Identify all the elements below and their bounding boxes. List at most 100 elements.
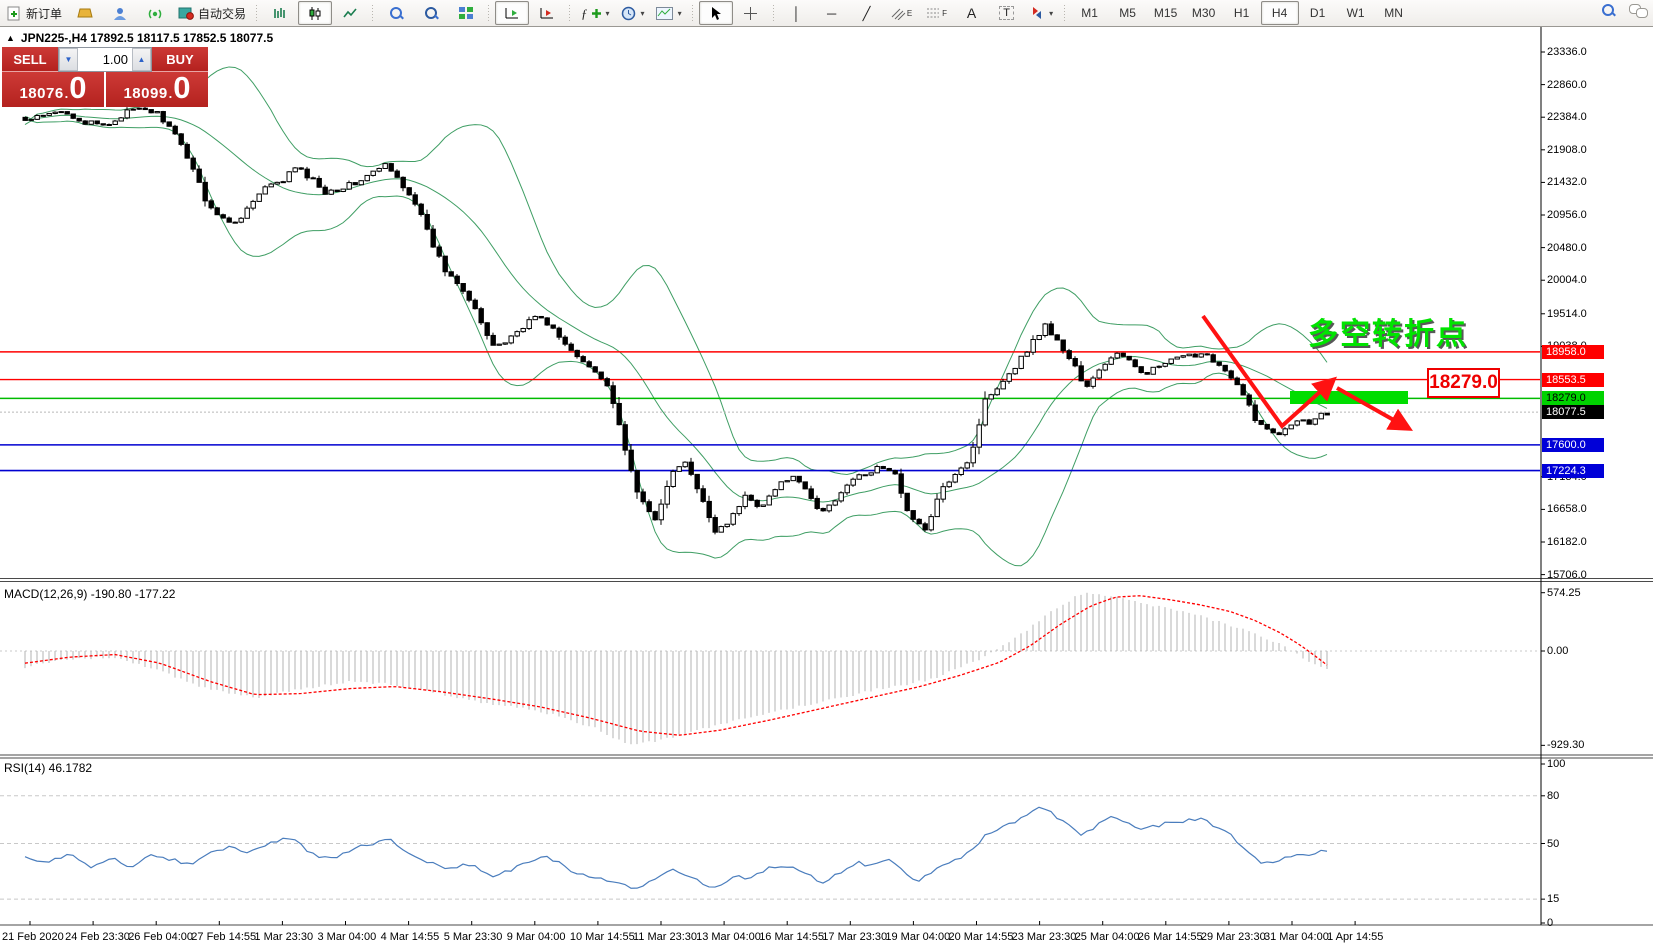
candle-body [526, 319, 532, 330]
zoom-in-button[interactable] [379, 1, 413, 25]
price-target-box[interactable]: 18279.0 [1427, 368, 1500, 398]
volume-input[interactable] [78, 48, 132, 71]
history-center-button[interactable] [68, 1, 102, 25]
candle-body [244, 207, 250, 219]
toolbar-drag-handle [1062, 4, 1067, 22]
vertical-line-tool[interactable]: │ [780, 1, 814, 25]
date-label: 26 Feb 04:00 [128, 931, 194, 943]
auto-scroll-button[interactable] [495, 1, 530, 25]
candle-body [1078, 365, 1084, 382]
bar-chart-icon [274, 8, 285, 18]
horizontal-line-tool[interactable]: ─ [815, 1, 849, 25]
candle-body [670, 470, 676, 487]
buy-price[interactable]: 18099 . 0 [106, 72, 208, 107]
tile-windows-button[interactable] [449, 1, 483, 25]
candle-body [640, 491, 646, 503]
bar-chart-mode-button[interactable] [263, 1, 297, 25]
candle-body [406, 187, 412, 196]
date-label: 24 Feb 23:30 [65, 931, 130, 943]
chart-canvas[interactable] [0, 27, 1653, 950]
buy-button[interactable]: BUY [152, 47, 208, 72]
candle-body [1024, 351, 1030, 357]
chevron-down-icon: ▾ [677, 8, 682, 18]
date-label: 19 Mar 04:00 [885, 931, 951, 943]
line-chart-mode-button[interactable] [333, 1, 367, 25]
turning-point-annotation[interactable]: 多空转折点 [1308, 318, 1468, 351]
candle-body [1264, 423, 1270, 430]
channel-tool[interactable]: E [885, 1, 919, 25]
chevron-down-icon: ▾ [640, 8, 645, 18]
search-icon[interactable] [1601, 3, 1616, 17]
candle-body [1192, 353, 1198, 358]
timeframe-button-w1[interactable]: W1 [1346, 6, 1365, 20]
chat-icon[interactable] [1629, 3, 1648, 18]
candle-body [34, 114, 40, 120]
arrows-tool[interactable]: ▾ [1025, 1, 1059, 25]
candlestick-series [22, 107, 1330, 535]
community-person-icon [114, 7, 127, 20]
timeframe-button-h4[interactable]: H4 [1260, 1, 1299, 25]
candle-body [610, 385, 616, 404]
volume-increase-button[interactable]: ▲ [132, 48, 151, 71]
collapse-panel-icon[interactable]: ▲ [6, 33, 15, 43]
text-label-tool[interactable]: T [990, 1, 1024, 25]
candle-body [460, 283, 466, 292]
timeframe-button-m30[interactable]: M30 [1191, 6, 1216, 20]
candle-body [442, 255, 448, 273]
candle-body [148, 109, 154, 114]
candle-body [424, 214, 430, 230]
candle-body [718, 526, 724, 533]
candle-body [604, 378, 610, 387]
candle-body [1210, 354, 1216, 363]
candle-body [70, 113, 76, 119]
templates-button[interactable]: ▾ [651, 1, 687, 25]
candle-body [88, 120, 94, 125]
crosshair-button[interactable] [734, 1, 768, 25]
timeframe-button-m15[interactable]: M15 [1153, 6, 1178, 20]
cursor-button[interactable] [698, 1, 733, 25]
rsi-line [24, 806, 1328, 889]
candle-body [682, 461, 688, 468]
horizontal-line-icon: ─ [826, 5, 837, 21]
candlestick-mode-button[interactable] [298, 1, 333, 25]
candle-body [922, 523, 928, 531]
trendline-tool[interactable]: ╱ [850, 1, 884, 25]
timeframe-button-m1[interactable]: M1 [1081, 6, 1098, 20]
broadcast-icon [148, 9, 162, 18]
timeframe-button-d1[interactable]: D1 [1309, 6, 1326, 20]
signals-button[interactable] [138, 1, 172, 25]
candle-body [472, 299, 478, 310]
community-button[interactable] [103, 1, 137, 25]
candle-body [838, 492, 844, 502]
buy-price-dot: . [168, 86, 173, 101]
timeframe-button-mn[interactable]: MN [1384, 6, 1403, 20]
rsi-tick-label: 15 [1547, 893, 1560, 906]
sell-price[interactable]: 18076 . 0 [2, 72, 104, 107]
autotrading-button[interactable]: 自动交易 [173, 1, 251, 25]
new-order-button[interactable]: 新订单 [2, 1, 67, 25]
timeframe-button-h1[interactable]: H1 [1233, 6, 1250, 20]
text-tool[interactable]: A [955, 1, 989, 25]
indicators-button[interactable]: ƒ ▾ [576, 1, 615, 25]
red-trend-arrow[interactable] [1201, 314, 1413, 431]
fibonacci-tool[interactable]: F [920, 1, 954, 25]
candle-body [1126, 355, 1132, 361]
candle-body [274, 181, 280, 185]
candle-body [688, 461, 694, 475]
periods-button[interactable]: ▾ [616, 1, 650, 25]
candle-body [1048, 323, 1054, 336]
toolbar-drag-handle [690, 4, 695, 22]
candle-body [238, 217, 244, 223]
sell-button[interactable]: SELL [2, 47, 58, 72]
candle-body [1222, 364, 1228, 372]
candle-body [538, 315, 544, 319]
volume-decrease-button[interactable]: ▼ [59, 48, 78, 71]
candle-body [1054, 334, 1060, 341]
candle-body [772, 489, 778, 497]
candle-body [1234, 377, 1240, 386]
timeframe-button-m5[interactable]: M5 [1119, 6, 1136, 20]
zoom-out-button[interactable] [414, 1, 448, 25]
price-chip-17224.3: 17224.3 [1542, 463, 1604, 478]
chart-shift-button[interactable] [530, 1, 564, 25]
horizontal-level-lines[interactable] [0, 351, 1540, 472]
